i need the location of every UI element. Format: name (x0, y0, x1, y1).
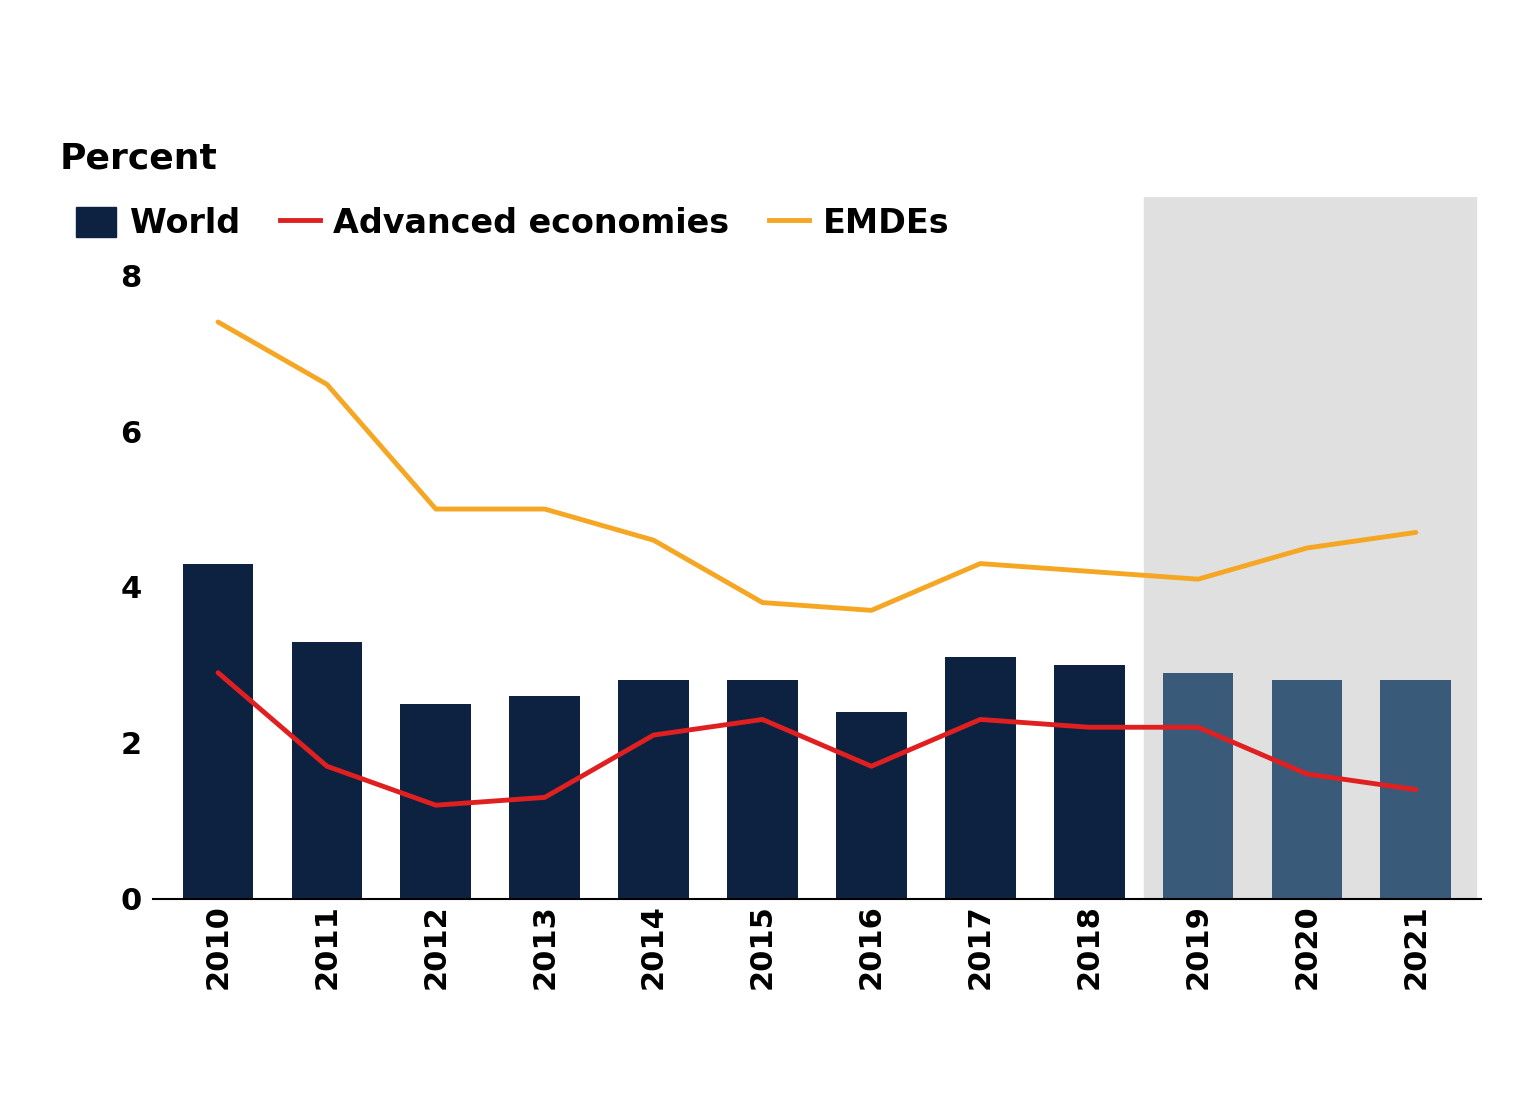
Bar (183, 563, 253, 899)
Bar (510, 696, 580, 899)
Bar (945, 658, 1015, 899)
Bar (1272, 681, 1342, 899)
Bar (400, 704, 472, 899)
Bar (1162, 673, 1234, 899)
Bar (292, 641, 362, 899)
Bar (618, 681, 689, 899)
Bar (1380, 681, 1451, 899)
Bar (1054, 665, 1124, 899)
Legend: World, Advanced economies, EMDEs: World, Advanced economies, EMDEs (76, 207, 950, 240)
Bar (727, 681, 799, 899)
Text: Percent: Percent (60, 141, 217, 175)
Bar (1144, 197, 1475, 899)
Bar (835, 711, 907, 899)
